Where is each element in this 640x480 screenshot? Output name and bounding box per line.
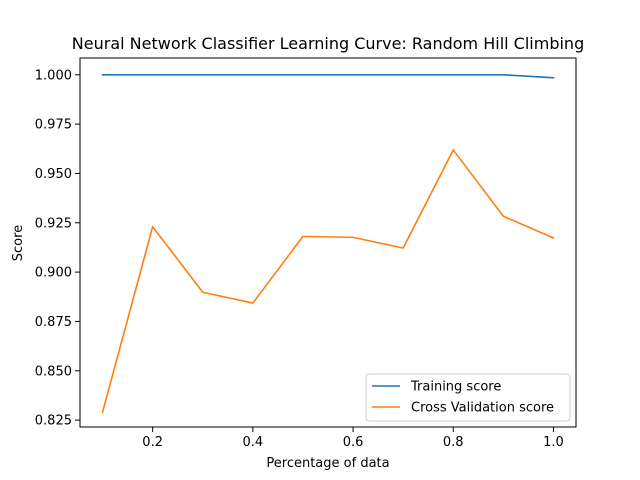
plot-frame xyxy=(79,57,577,428)
y-tick-label: 0.975 xyxy=(35,118,72,133)
plot-area xyxy=(80,58,576,427)
x-tick-label: 0.4 xyxy=(243,435,264,450)
x-tick-label: 0.8 xyxy=(443,435,464,450)
series-lines xyxy=(101,73,555,414)
series-line-training-score xyxy=(101,73,555,79)
x-axis-label: Percentage of data xyxy=(266,456,389,471)
y-tick-label: 0.875 xyxy=(35,315,72,330)
y-tick-label: 1.000 xyxy=(35,68,72,83)
series-line-cross-validation-score xyxy=(101,149,555,414)
y-tick-label: 0.825 xyxy=(35,414,72,429)
x-axis-ticks: 0.2 0.4 0.6 0.8 1.0 xyxy=(142,427,564,450)
legend-box xyxy=(365,373,571,422)
y-tick-label: 0.850 xyxy=(35,364,72,379)
x-tick-label: 0.6 xyxy=(343,435,364,450)
legend-label: Cross Validation score xyxy=(411,401,554,416)
y-tick-label: 0.900 xyxy=(35,266,72,281)
y-axis-ticks: 0.825 0.850 0.875 0.900 0.925 0.950 0.975 1.000 xyxy=(35,68,80,429)
legend: Training score Cross Validation score xyxy=(365,373,571,422)
chart-title: Neural Network Classifier Learning Curve… xyxy=(72,34,584,53)
y-tick-label: 0.925 xyxy=(35,216,72,231)
x-tick-label: 1.0 xyxy=(543,435,564,450)
y-axis-label: Score xyxy=(11,225,26,261)
x-tick-label: 0.2 xyxy=(142,435,163,450)
legend-label: Training score xyxy=(410,380,501,395)
y-tick-label: 0.950 xyxy=(35,167,72,182)
